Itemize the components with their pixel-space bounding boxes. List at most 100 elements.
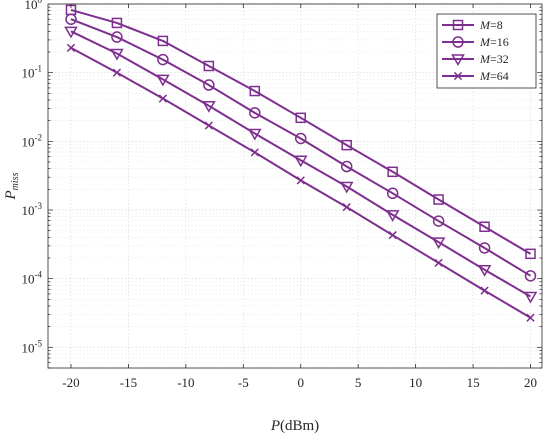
- y-tick-exponent: -4: [35, 270, 43, 280]
- data-point-triangle-down: [523, 291, 538, 304]
- data-point-x: [296, 176, 305, 185]
- x-tick-label: -15: [120, 375, 137, 390]
- y-tick-base: 10: [22, 66, 35, 81]
- data-point-x: [204, 121, 213, 130]
- x-tick-label: 0: [297, 375, 304, 390]
- x-axis-label: P(dBm): [270, 418, 319, 434]
- data-point-square: [111, 17, 123, 29]
- legend-label-val: =64: [490, 69, 509, 83]
- y-tick-label: 10-2: [22, 132, 43, 149]
- data-point-square: [341, 139, 352, 151]
- y-tick-base: 10: [25, 0, 38, 12]
- y-tick-label: 10-3: [22, 201, 43, 218]
- y-tick-label: 100: [25, 0, 43, 12]
- data-point-circle: [157, 53, 169, 66]
- plot-frame: [47, 3, 543, 369]
- y-tick-exponent: 0: [38, 0, 43, 5]
- y-tick-label: 10-4: [22, 270, 43, 287]
- data-point-circle: [432, 215, 445, 227]
- data-point-x: [388, 231, 397, 240]
- legend-label: M=16: [479, 35, 509, 49]
- x-tick-label: 5: [355, 375, 362, 390]
- data-point-circle: [203, 79, 215, 91]
- series-line: [70, 8, 532, 255]
- data-point-circle: [478, 242, 491, 254]
- legend-entry: M=8: [442, 18, 503, 32]
- legend-label-var: M: [479, 35, 491, 49]
- legend-label-val: =32: [490, 52, 509, 66]
- data-point-triangle-down: [202, 100, 216, 113]
- y-tick-exponent: -2: [35, 132, 43, 142]
- legend-label: M=64: [479, 69, 509, 83]
- data-point-square: [157, 35, 169, 47]
- data-point-square: [433, 194, 444, 205]
- data-point-circle: [294, 132, 307, 145]
- legend-label-var: M: [479, 52, 491, 66]
- data-point-square: [203, 60, 215, 72]
- series-line: [70, 18, 532, 277]
- series-1: [65, 13, 537, 282]
- axis-ticks: [48, 4, 542, 369]
- y-tick-label: 10-5: [22, 338, 43, 355]
- y-tick-base: 10: [22, 134, 35, 149]
- data-point-triangle-down: [110, 48, 124, 61]
- data-point-circle: [386, 187, 399, 200]
- x-tick-label: -10: [177, 375, 194, 390]
- data-point-square: [525, 248, 536, 260]
- x-tick-label: -5: [238, 375, 249, 390]
- legend-label-val: =16: [490, 35, 509, 49]
- series-line: [70, 30, 532, 298]
- data-point-x: [434, 258, 443, 267]
- legend-label-var: M: [479, 18, 491, 32]
- series-3: [66, 43, 535, 322]
- data-point-square: [479, 221, 490, 233]
- x-axis-label-unit: (dBm): [280, 418, 319, 434]
- legend-entry: M=32: [442, 52, 509, 66]
- data-point-square: [295, 112, 306, 124]
- legend-entry: M=64: [442, 69, 509, 83]
- x-tick-label: 15: [467, 375, 480, 390]
- legend-marker-x: [453, 71, 463, 81]
- data-point-x: [158, 94, 168, 103]
- y-tick-exponent: -5: [35, 338, 43, 348]
- data-point-circle: [340, 160, 353, 173]
- y-axis-label-sub: miss: [10, 172, 21, 190]
- data-point-triangle-down: [477, 264, 492, 277]
- data-point-x: [526, 313, 535, 322]
- legend-label: M=8: [479, 18, 503, 32]
- data-point-x: [66, 43, 76, 52]
- x-tick-label: -20: [62, 375, 79, 390]
- data-point-x: [250, 148, 259, 157]
- data-point-x: [342, 203, 351, 212]
- data-point-triangle-down: [64, 26, 78, 39]
- data-point-circle: [111, 31, 123, 43]
- data-point-circle: [524, 270, 537, 282]
- data-point-square: [249, 85, 261, 97]
- x-tick-label: 10: [409, 375, 422, 390]
- legend-label-val: =8: [490, 18, 503, 32]
- series-2: [64, 26, 538, 304]
- y-tick-base: 10: [22, 340, 35, 355]
- data-point-triangle-down: [156, 74, 170, 87]
- y-axis-label-main: P: [3, 190, 19, 200]
- y-tick-label: 10-1: [22, 64, 43, 81]
- data-point-triangle-down: [385, 210, 400, 222]
- y-tick-base: 10: [22, 203, 35, 218]
- y-axis-label: Pmiss: [3, 172, 21, 200]
- x-tick-labels: -20 -15 -10 -5 0 5 10 15 20: [62, 375, 537, 390]
- data-point-triangle-down: [247, 128, 262, 141]
- x-axis-label-var: P: [270, 418, 280, 434]
- y-tick-base: 10: [22, 272, 35, 287]
- x-tick-label: 20: [524, 375, 537, 390]
- data-point-triangle-down: [293, 155, 308, 168]
- legend-entry: M=16: [442, 35, 509, 49]
- legend: M=8M=16M=32M=64: [436, 13, 537, 89]
- data-point-circle: [65, 13, 77, 25]
- legend-marker-circle: [452, 36, 464, 48]
- legend-label: M=32: [479, 52, 509, 66]
- data-point-x: [112, 68, 122, 77]
- data-point-circle: [249, 107, 261, 119]
- y-tick-exponent: -1: [35, 64, 43, 74]
